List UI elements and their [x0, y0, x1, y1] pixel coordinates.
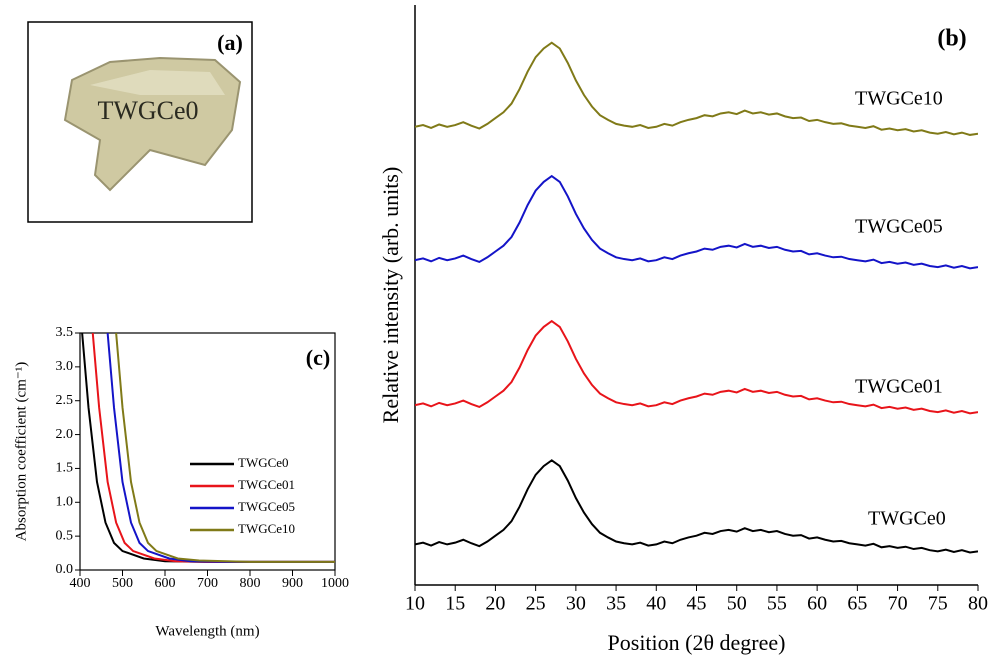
series-line	[115, 333, 335, 563]
x-tick-label: 60	[807, 593, 827, 615]
series-line	[415, 459, 978, 554]
x-tick-label: 30	[566, 593, 586, 615]
y-tick-label: 3.5	[56, 325, 74, 340]
y-tick-label: 0.5	[56, 528, 74, 543]
x-axis-title: Wavelength (nm)	[155, 623, 259, 639]
x-tick-label: 1000	[321, 576, 349, 591]
x-tick-label: 70	[888, 593, 908, 615]
x-tick-label: 50	[727, 593, 747, 615]
legend-label: TWGCe01	[238, 477, 295, 492]
series-line	[415, 41, 978, 136]
x-tick-label: 10	[405, 593, 425, 615]
x-tick-label: 500	[112, 576, 133, 591]
x-tick-label: 800	[240, 576, 261, 591]
series-label: TWGCe10	[855, 88, 943, 110]
legend-label: TWGCe05	[238, 499, 295, 514]
x-tick-label: 65	[847, 593, 867, 615]
legend-label: TWGCe10	[238, 521, 295, 536]
glass-highlight	[90, 70, 225, 95]
series-line	[415, 319, 978, 415]
photo-text: TWGCe0	[97, 96, 198, 125]
x-tick-label: 75	[928, 593, 948, 615]
y-axis-title: Relative intensity (arb. units)	[378, 167, 403, 424]
x-tick-label: 600	[155, 576, 176, 591]
x-tick-label: 35	[606, 593, 626, 615]
series-label: TWGCe0	[868, 508, 946, 530]
x-tick-label: 15	[445, 593, 465, 615]
series-label: TWGCe01	[855, 376, 943, 398]
x-tick-label: 700	[197, 576, 218, 591]
x-tick-label: 45	[687, 593, 707, 615]
y-tick-label: 3.0	[56, 359, 74, 374]
x-axis-title: Position (2θ degree)	[608, 630, 786, 655]
panel-label: (a)	[217, 30, 243, 55]
x-tick-label: 25	[526, 593, 546, 615]
y-axis-title: Absorption coefficient (cm⁻¹)	[13, 362, 29, 542]
x-tick-label: 400	[70, 576, 91, 591]
y-tick-label: 1.0	[56, 495, 74, 510]
legend-label: TWGCe0	[238, 455, 289, 470]
series-label: TWGCe05	[855, 216, 943, 238]
panel-label: (b)	[937, 26, 966, 52]
x-tick-label: 900	[282, 576, 303, 591]
panel-label: (c)	[306, 345, 330, 370]
y-tick-label: 2.5	[56, 393, 74, 408]
x-tick-label: 55	[767, 593, 787, 615]
x-tick-label: 20	[485, 593, 505, 615]
x-tick-label: 80	[968, 593, 988, 615]
x-tick-label: 40	[646, 593, 666, 615]
series-line	[415, 174, 978, 270]
series-line	[91, 333, 335, 563]
y-tick-label: 1.5	[56, 461, 74, 476]
y-tick-label: 0.0	[56, 562, 74, 577]
y-tick-label: 2.0	[56, 427, 74, 442]
